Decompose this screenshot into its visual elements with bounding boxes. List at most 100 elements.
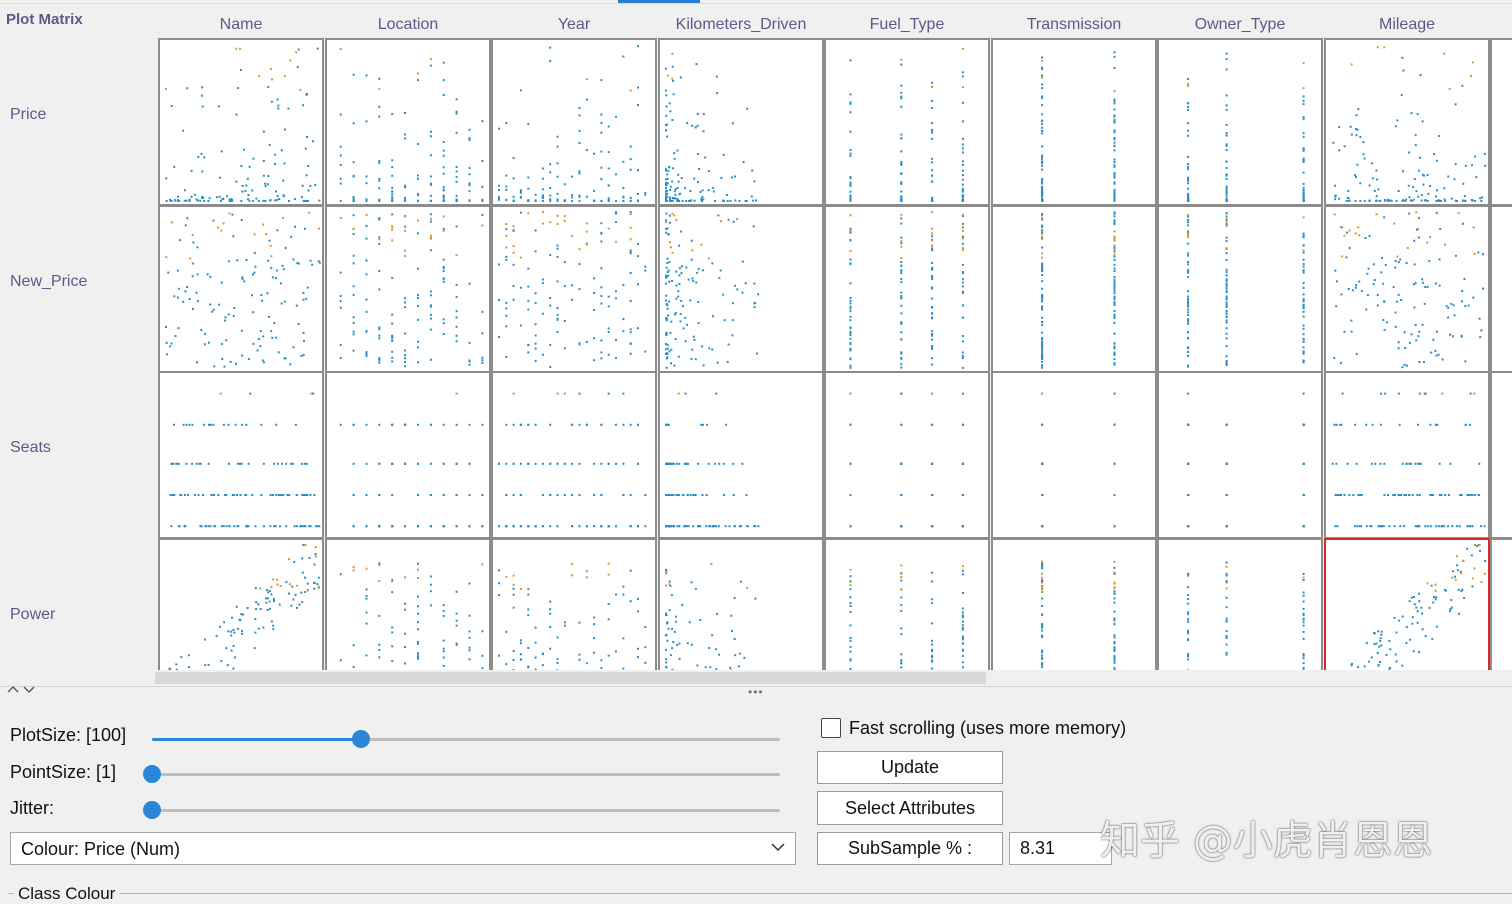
data-point <box>637 424 639 426</box>
data-point <box>716 92 718 94</box>
data-point <box>666 634 668 636</box>
data-point <box>378 362 380 364</box>
data-point <box>316 583 318 585</box>
point-size-slider-track[interactable] <box>152 773 780 776</box>
select-attributes-button[interactable]: Select Attributes <box>817 791 1003 825</box>
scatter-cell-power-name[interactable] <box>158 538 324 674</box>
data-point <box>1351 63 1353 65</box>
data-point <box>931 262 933 264</box>
scatter-cell-partial[interactable] <box>1490 205 1512 373</box>
data-point <box>1373 643 1375 645</box>
data-point <box>1348 494 1350 496</box>
data-point <box>549 613 551 615</box>
data-point <box>535 360 537 362</box>
scatter-cell-power-location[interactable] <box>325 538 491 674</box>
scatter-cell-power-transmission[interactable] <box>991 538 1157 674</box>
data-point <box>353 285 355 287</box>
point-size-slider-thumb[interactable] <box>143 765 161 783</box>
data-point <box>301 463 303 465</box>
data-point <box>417 232 419 234</box>
scatter-cell-price-fuel-type[interactable] <box>824 38 990 206</box>
data-point <box>178 288 180 290</box>
scatter-cell-new-price-kilometers-driven[interactable] <box>658 205 824 373</box>
data-point <box>1114 172 1116 174</box>
scatter-cell-new-price-owner-type[interactable] <box>1157 205 1323 373</box>
scatter-cell-price-location[interactable] <box>325 38 491 206</box>
data-point <box>740 581 742 583</box>
data-point <box>666 424 668 426</box>
scatter-cell-power-year[interactable] <box>491 538 657 674</box>
scatter-cell-new-price-transmission[interactable] <box>991 205 1157 373</box>
data-point <box>353 175 355 177</box>
data-point <box>1409 342 1411 344</box>
plot-size-slider-thumb[interactable] <box>352 730 370 748</box>
scatter-cell-price-kilometers-driven[interactable] <box>658 38 824 206</box>
collapse-arrows-icon[interactable] <box>6 683 42 698</box>
data-point <box>207 273 209 275</box>
data-point <box>366 331 368 333</box>
data-point <box>630 252 632 254</box>
scatter-cell-new-price-mileage[interactable] <box>1324 205 1490 373</box>
data-point <box>542 194 544 196</box>
data-point <box>295 424 297 426</box>
update-button[interactable]: Update <box>817 751 1003 784</box>
scatter-cell-seats-year[interactable] <box>491 371 657 539</box>
scatter-cell-seats-kilometers-driven[interactable] <box>658 371 824 539</box>
scatter-cell-price-owner-type[interactable] <box>1157 38 1323 206</box>
scatter-cell-price-mileage[interactable] <box>1324 38 1490 206</box>
jitter-slider-thumb[interactable] <box>143 801 161 819</box>
scatter-cell-new-price-fuel-type[interactable] <box>824 205 990 373</box>
scatter-cell-power-owner-type[interactable] <box>1157 538 1323 674</box>
data-point <box>1226 218 1228 220</box>
data-point <box>542 463 544 465</box>
fast-scrolling-checkbox[interactable] <box>821 718 841 738</box>
scatter-cell-new-price-name[interactable] <box>158 205 324 373</box>
data-point <box>1041 591 1043 593</box>
horizontal-scrollbar-thumb[interactable] <box>155 672 986 684</box>
scatter-cell-price-transmission[interactable] <box>991 38 1157 206</box>
data-point <box>254 252 256 254</box>
data-point <box>711 349 713 351</box>
scatter-cell-seats-owner-type[interactable] <box>1157 371 1323 539</box>
data-point <box>685 340 687 342</box>
data-point <box>1472 200 1474 202</box>
subsample-button[interactable]: SubSample % : <box>817 832 1003 865</box>
data-point <box>417 463 419 465</box>
data-point <box>221 343 223 345</box>
data-point <box>202 494 204 496</box>
data-point <box>1187 195 1189 197</box>
data-point <box>1187 323 1189 325</box>
data-point <box>665 90 667 92</box>
scatter-cell-price-year[interactable] <box>491 38 657 206</box>
scatter-cell-partial[interactable] <box>1490 538 1512 672</box>
scatter-cell-price-name[interactable] <box>158 38 324 206</box>
colour-attribute-select[interactable]: Colour: Price (Num) <box>10 832 796 865</box>
scatter-cell-new-price-year[interactable] <box>491 205 657 373</box>
scatter-cell-power-kilometers-driven[interactable] <box>658 538 824 674</box>
data-point <box>219 626 221 628</box>
jitter-slider-track[interactable] <box>152 809 780 812</box>
scatter-cell-partial[interactable] <box>1490 38 1512 206</box>
scatter-cell-new-price-location[interactable] <box>325 205 491 373</box>
scatter-cell-seats-name[interactable] <box>158 371 324 539</box>
data-point <box>261 300 263 302</box>
drag-grip-icon[interactable]: ••• <box>748 685 764 699</box>
data-point <box>263 131 265 133</box>
data-point <box>670 246 672 248</box>
scatter-cell-seats-mileage[interactable] <box>1324 371 1490 539</box>
scatter-cell-seats-fuel-type[interactable] <box>824 371 990 539</box>
data-point <box>1424 393 1426 395</box>
scatter-cell-power-mileage[interactable] <box>1324 538 1490 674</box>
data-point <box>353 566 355 568</box>
data-point <box>1226 252 1228 254</box>
scatter-cell-seats-location[interactable] <box>325 371 491 539</box>
scatter-cell-power-fuel-type[interactable] <box>824 538 990 674</box>
scatter-cell-seats-transmission[interactable] <box>991 371 1157 539</box>
subsample-percent-input[interactable]: 8.31 <box>1009 832 1112 865</box>
data-point <box>564 463 566 465</box>
data-point <box>702 424 704 426</box>
data-point <box>622 424 624 426</box>
scatter-cell-partial[interactable] <box>1490 371 1512 539</box>
data-point <box>900 278 902 280</box>
column-header-owner-type: Owner_Type <box>1157 16 1323 34</box>
